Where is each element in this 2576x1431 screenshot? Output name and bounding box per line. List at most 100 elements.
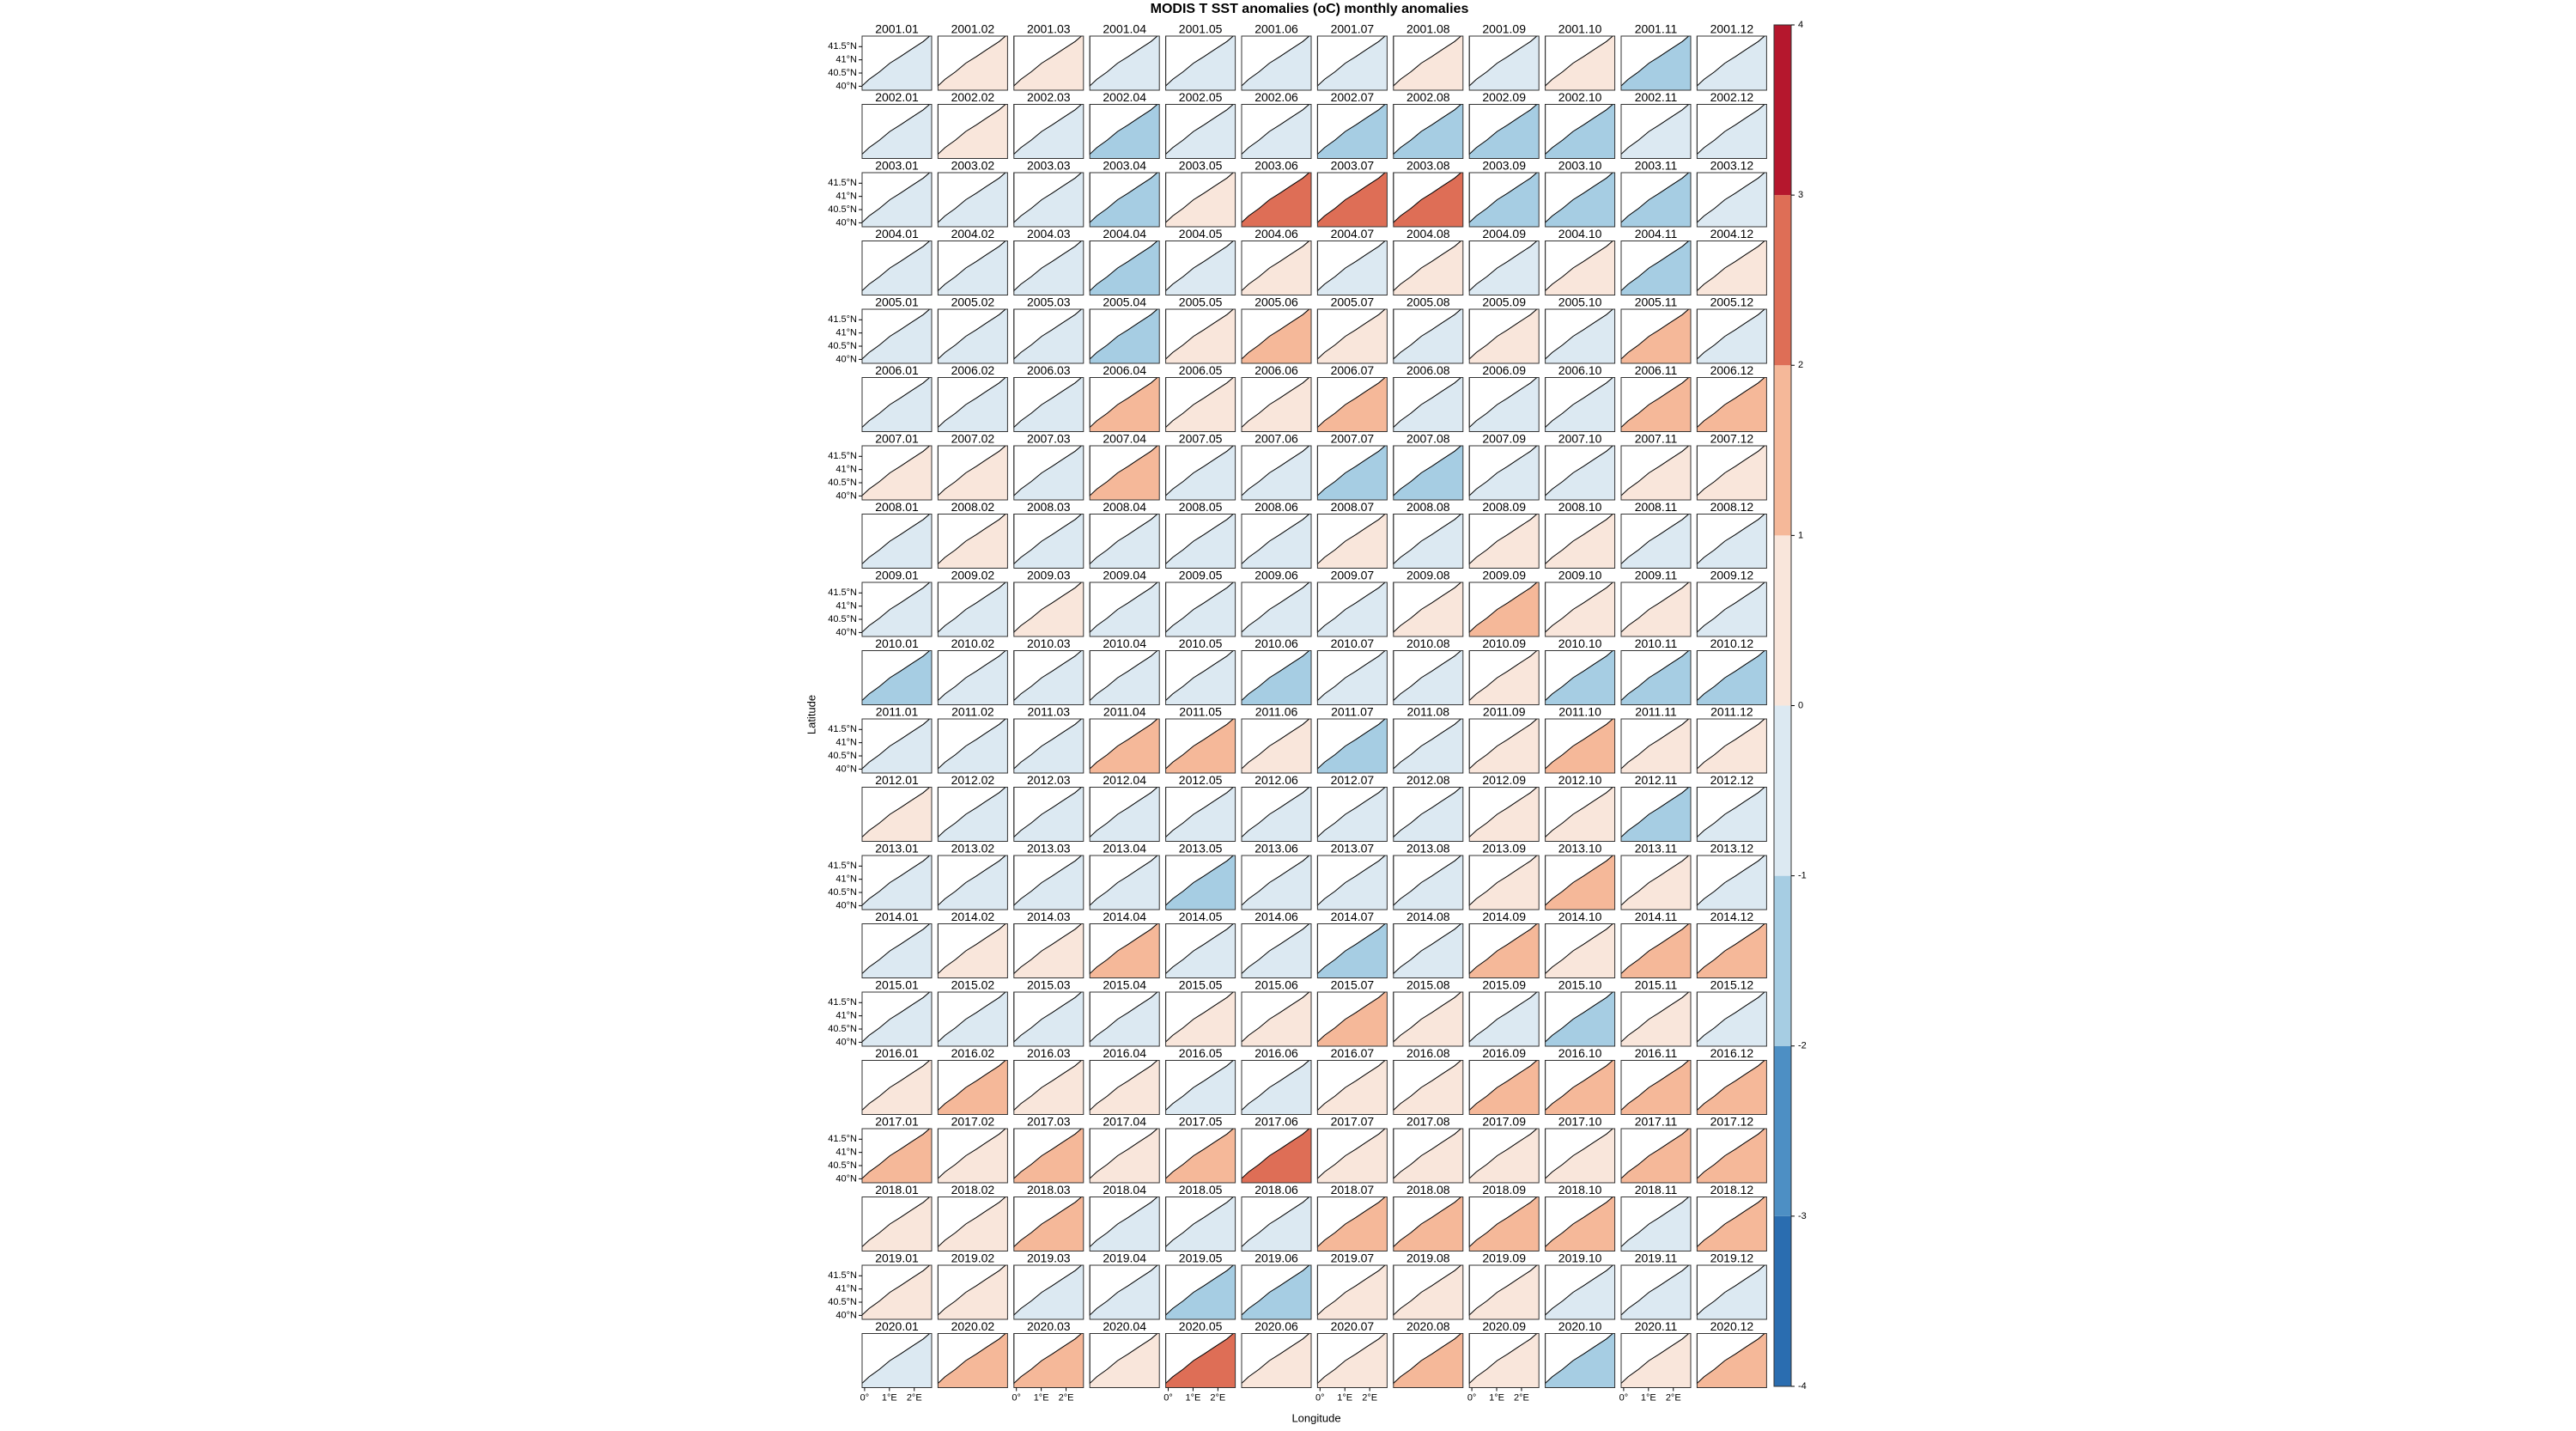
map-panel: 2001.01 <box>861 22 933 91</box>
map-panel: 2011.08 <box>1393 705 1464 774</box>
map-panel: 2020.01 <box>861 1319 933 1388</box>
panel-title: 2009.05 <box>1179 569 1223 582</box>
map-panel: 2010.06 <box>1241 636 1312 705</box>
panel-border <box>1468 855 1540 910</box>
map-panel: 2008.01 <box>861 500 933 569</box>
panel-title: 2019.06 <box>1255 1251 1298 1265</box>
land <box>861 923 931 975</box>
panel-title: 2018.11 <box>1635 1183 1678 1197</box>
map-panel: 2009.12 <box>1696 569 1767 637</box>
panel-title: 2009.02 <box>951 569 995 582</box>
land <box>1241 787 1310 838</box>
panel-title: 2005.09 <box>1482 295 1526 309</box>
panel-border <box>1089 650 1160 705</box>
panel-title: 2002.12 <box>1710 90 1754 104</box>
land <box>937 718 1007 770</box>
panel-border <box>1089 718 1160 774</box>
land <box>1620 35 1690 88</box>
panel-border <box>1468 1264 1540 1320</box>
y-tick-label: 40.5°N <box>828 204 857 215</box>
map-panel: 2003.07 <box>1316 159 1388 228</box>
panel-border <box>1013 991 1084 1047</box>
map-panel: 2008.08 <box>1393 500 1464 569</box>
map-panel: 2011.01 <box>861 705 933 774</box>
panel-border <box>1089 35 1160 91</box>
panel-title: 2005.07 <box>1331 295 1375 309</box>
map-panel: 2006.10 <box>1545 363 1616 432</box>
panel-border <box>1620 855 1692 910</box>
land <box>1165 1264 1235 1317</box>
panel-border <box>1241 650 1312 705</box>
land <box>1393 35 1462 88</box>
map-panel: 2015.04 <box>1089 978 1160 1047</box>
panel-title: 2017.08 <box>1406 1115 1450 1129</box>
panel-border <box>937 377 1008 432</box>
land <box>1620 787 1690 838</box>
land <box>1089 514 1159 565</box>
panel-border <box>937 172 1008 228</box>
panel-border <box>1468 1128 1540 1184</box>
panel-border <box>1165 1333 1236 1388</box>
panel-title: 2004.06 <box>1255 227 1298 241</box>
land <box>1468 445 1539 497</box>
map-panel: 2016.02 <box>937 1046 1008 1115</box>
panel-title: 2012.01 <box>875 773 919 787</box>
panel-border <box>937 1333 1008 1388</box>
panel-title: 2016.03 <box>1027 1046 1071 1060</box>
land <box>1620 650 1690 702</box>
panel-title: 2020.12 <box>1710 1319 1754 1333</box>
panel-border <box>1089 582 1160 637</box>
land <box>1468 35 1539 88</box>
panel-title: 2011.09 <box>1483 705 1526 719</box>
panel-border <box>1696 1264 1767 1320</box>
y-tick-label: 41.5°N <box>828 314 857 325</box>
map-panel: 2004.09 <box>1468 227 1540 295</box>
panel-border <box>1165 1197 1236 1251</box>
panel-border <box>1089 172 1160 228</box>
map-panel: 2002.11 <box>1620 90 1692 159</box>
panel-title: 2014.02 <box>951 910 995 923</box>
panel-border <box>1165 787 1236 842</box>
y-tick-label: 40.5°N <box>828 341 857 351</box>
panel-border <box>937 1060 1008 1115</box>
land <box>1393 241 1462 292</box>
land <box>1013 377 1083 429</box>
land <box>1316 172 1387 224</box>
panel-border <box>1696 1128 1767 1184</box>
map-panel: 2017.03 <box>1013 1115 1084 1184</box>
panel-title: 2007.07 <box>1331 432 1375 446</box>
panel-title: 2008.05 <box>1179 500 1223 514</box>
panel-title: 2017.11 <box>1635 1115 1678 1129</box>
panel-border <box>1620 718 1692 774</box>
y-tick-label: 40.5°N <box>828 887 857 898</box>
map-panel: 2019.02 <box>937 1251 1008 1320</box>
map-panel: 2017.11 <box>1620 1115 1692 1184</box>
panel-border <box>1316 241 1388 295</box>
land <box>1316 787 1387 838</box>
panel-border <box>1468 650 1540 705</box>
panel-border <box>1468 582 1540 637</box>
panel-title: 2007.06 <box>1255 432 1298 446</box>
panel-title: 2009.12 <box>1710 569 1754 582</box>
land <box>1013 787 1083 838</box>
map-panel: 2010.10 <box>1545 636 1616 705</box>
panel-border <box>1316 514 1388 569</box>
land <box>937 308 1007 361</box>
x-tick-label: 1°E <box>1034 1392 1049 1403</box>
map-panel: 2008.03 <box>1013 500 1084 569</box>
map-panel: 2017.01 <box>861 1115 933 1184</box>
panel-border <box>1013 718 1084 774</box>
panel-title: 2003.01 <box>875 159 919 173</box>
map-panel: 2018.01 <box>861 1183 933 1251</box>
panel-border <box>1316 1333 1388 1388</box>
panel-title: 2008.07 <box>1331 500 1375 514</box>
land <box>1165 1128 1235 1180</box>
land <box>1089 377 1159 429</box>
panel-border <box>861 787 933 842</box>
map-panel: 2002.12 <box>1696 90 1767 159</box>
panel-border <box>1165 445 1236 501</box>
land <box>1696 855 1766 907</box>
land <box>1393 514 1462 565</box>
colorbar-segment <box>1774 1045 1791 1216</box>
map-panel: 2014.12 <box>1696 910 1767 978</box>
